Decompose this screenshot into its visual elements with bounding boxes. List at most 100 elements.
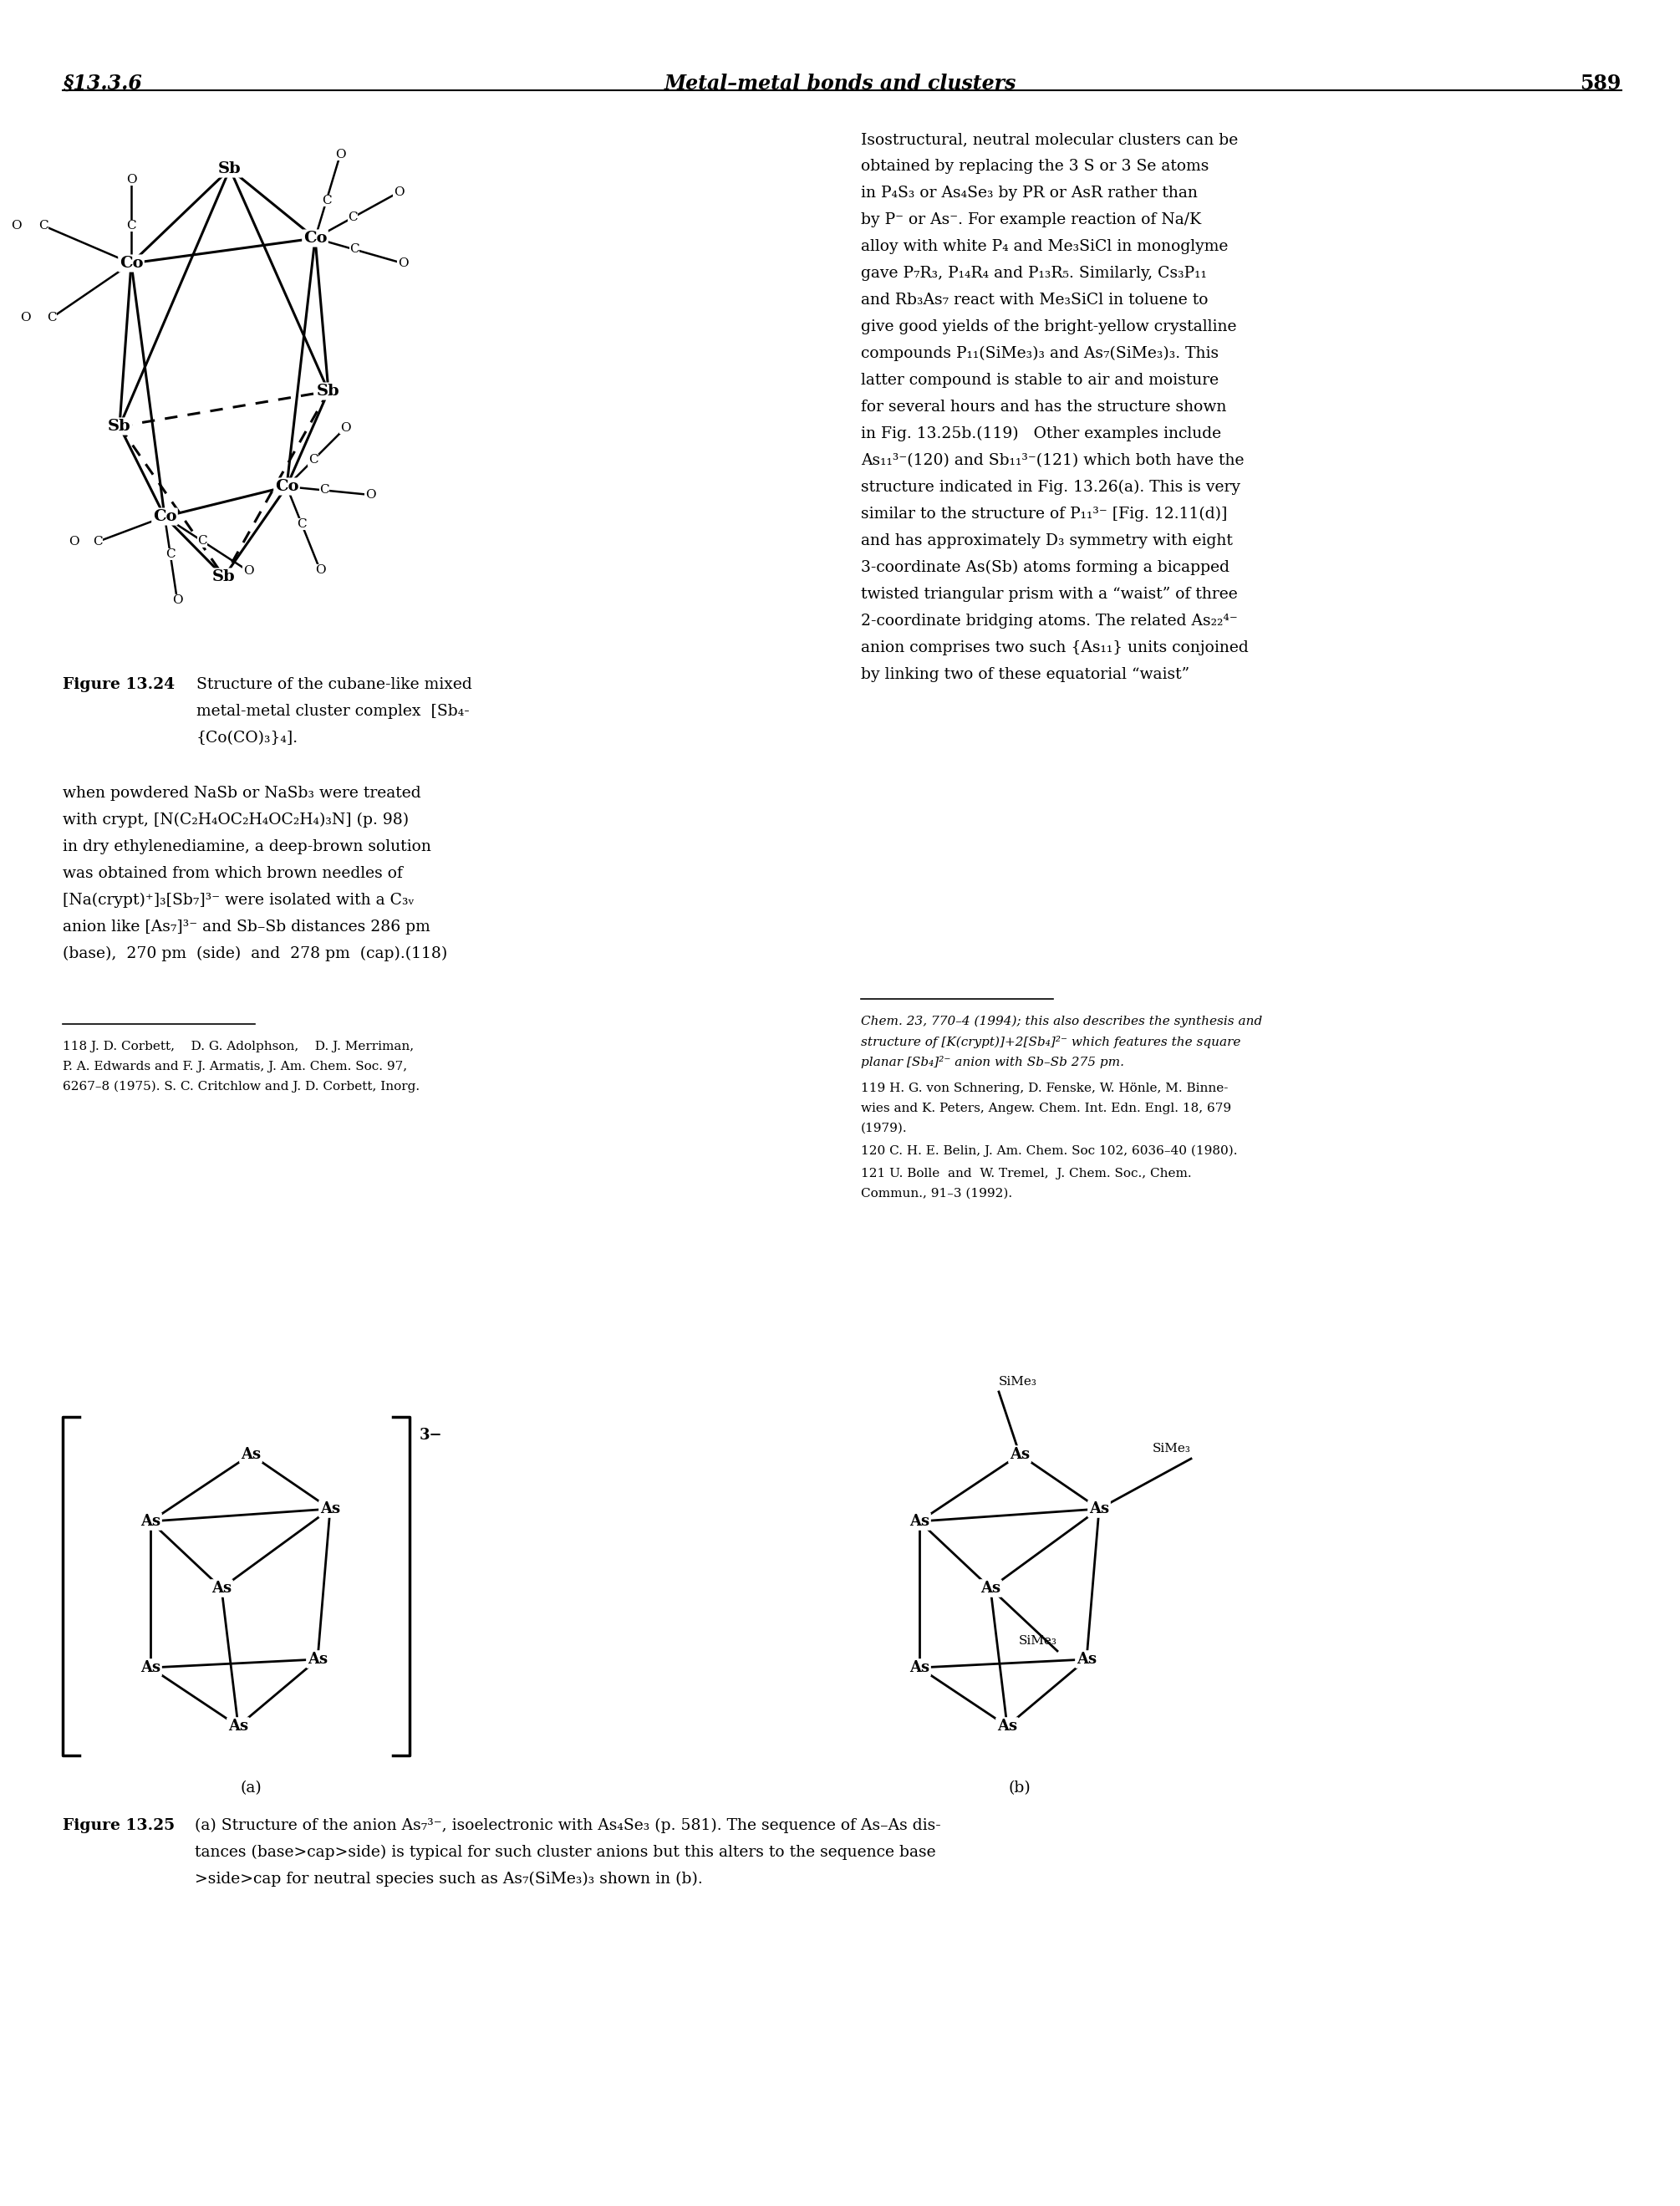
Text: when powdered NaSb or NaSb₃ were treated: when powdered NaSb or NaSb₃ were treated bbox=[62, 785, 422, 801]
Text: 589: 589 bbox=[1581, 73, 1621, 93]
Text: C: C bbox=[165, 549, 175, 560]
Text: tances (base>cap>side) is typical for such cluster anions but this alters to the: tances (base>cap>side) is typical for su… bbox=[195, 1844, 936, 1860]
Text: O: O bbox=[244, 565, 254, 576]
Text: in dry ethylenediamine, a deep-brown solution: in dry ethylenediamine, a deep-brown sol… bbox=[62, 838, 432, 854]
Text: similar to the structure of P₁₁³⁻ [Fig. 12.11(d)]: similar to the structure of P₁₁³⁻ [Fig. … bbox=[860, 507, 1228, 523]
Text: 3−: 3− bbox=[420, 1427, 442, 1443]
Text: (a) Structure of the anion As₇³⁻, isoelectronic with As₄Se₃ (p. 581). The sequen: (a) Structure of the anion As₇³⁻, isoele… bbox=[195, 1818, 941, 1833]
Text: structure indicated in Fig. 13.26(a). This is very: structure indicated in Fig. 13.26(a). Th… bbox=[860, 481, 1240, 494]
Text: by linking two of these equatorial “waist”: by linking two of these equatorial “wais… bbox=[860, 666, 1189, 682]
Text: C: C bbox=[47, 311, 57, 324]
Text: Commun., 91–3 (1992).: Commun., 91–3 (1992). bbox=[860, 1187, 1013, 1200]
Text: C: C bbox=[126, 221, 136, 232]
Text: in Fig. 13.25b.(119)   Other examples include: in Fig. 13.25b.(119) Other examples incl… bbox=[860, 426, 1221, 441]
Text: C: C bbox=[307, 454, 318, 465]
Text: Sb: Sb bbox=[318, 384, 339, 399]
Text: As: As bbox=[307, 1652, 328, 1668]
Text: 6267–8 (1975). S. C. Critchlow and J. D. Corbett, Inorg.: 6267–8 (1975). S. C. Critchlow and J. D.… bbox=[62, 1081, 420, 1092]
Text: As: As bbox=[141, 1661, 161, 1674]
Text: in P₄S₃ or As₄Se₃ by PR or AsR rather than: in P₄S₃ or As₄Se₃ by PR or AsR rather th… bbox=[860, 185, 1198, 201]
Text: (a): (a) bbox=[240, 1780, 262, 1796]
Text: C: C bbox=[297, 518, 306, 529]
Text: 121 U. Bolle  and  W. Tremel,  J. Chem. Soc., Chem.: 121 U. Bolle and W. Tremel, J. Chem. Soc… bbox=[860, 1167, 1191, 1180]
Text: Figure 13.24: Figure 13.24 bbox=[62, 677, 175, 693]
Text: (1979).: (1979). bbox=[860, 1123, 907, 1134]
Text: 119 H. G. von Schnering, D. Fenske, W. Hönle, M. Binne-: 119 H. G. von Schnering, D. Fenske, W. H… bbox=[860, 1083, 1228, 1094]
Text: SiMe₃: SiMe₃ bbox=[1000, 1377, 1037, 1388]
Text: wies and K. Peters, Angew. Chem. Int. Edn. Engl. 18, 679: wies and K. Peters, Angew. Chem. Int. Ed… bbox=[860, 1103, 1231, 1114]
Text: (b): (b) bbox=[1008, 1780, 1032, 1796]
Text: Co: Co bbox=[119, 256, 143, 271]
Text: Co: Co bbox=[302, 232, 328, 245]
Text: O: O bbox=[126, 174, 136, 185]
Text: As: As bbox=[228, 1718, 249, 1734]
Text: C: C bbox=[198, 536, 207, 547]
Text: As: As bbox=[1010, 1447, 1030, 1463]
Text: 118 J. D. Corbett,    D. G. Adolphson,    D. J. Merriman,: 118 J. D. Corbett, D. G. Adolphson, D. J… bbox=[62, 1041, 413, 1052]
Text: As: As bbox=[909, 1661, 929, 1674]
Text: As: As bbox=[1089, 1502, 1109, 1516]
Text: twisted triangular prism with a “waist” of three: twisted triangular prism with a “waist” … bbox=[860, 587, 1238, 602]
Text: As: As bbox=[141, 1513, 161, 1529]
Text: by P⁻ or As⁻. For example reaction of Na/K: by P⁻ or As⁻. For example reaction of Na… bbox=[860, 212, 1201, 227]
Text: As: As bbox=[1077, 1652, 1097, 1668]
Text: Co: Co bbox=[153, 510, 176, 525]
Text: §13.3.6: §13.3.6 bbox=[62, 73, 143, 93]
Text: O: O bbox=[69, 536, 79, 547]
Text: was obtained from which brown needles of: was obtained from which brown needles of bbox=[62, 867, 403, 880]
Text: (base),  270 pm  (side)  and  278 pm  (cap).(118): (base), 270 pm (side) and 278 pm (cap).(… bbox=[62, 946, 447, 962]
Text: Co: Co bbox=[276, 479, 299, 494]
Text: and Rb₃As₇ react with Me₃SiCl in toluene to: and Rb₃As₇ react with Me₃SiCl in toluene… bbox=[860, 293, 1208, 307]
Text: [Na(crypt)⁺]₃[Sb₇]³⁻ were isolated with a C₃ᵥ: [Na(crypt)⁺]₃[Sb₇]³⁻ were isolated with … bbox=[62, 893, 415, 909]
Text: >side>cap for neutral species such as As₇(SiMe₃)₃ shown in (b).: >side>cap for neutral species such as As… bbox=[195, 1871, 702, 1886]
Text: 120 C. H. E. Belin, J. Am. Chem. Soc 102, 6036–40 (1980).: 120 C. H. E. Belin, J. Am. Chem. Soc 102… bbox=[860, 1145, 1238, 1158]
Text: latter compound is stable to air and moisture: latter compound is stable to air and moi… bbox=[860, 373, 1218, 388]
Text: O: O bbox=[339, 421, 351, 435]
Text: for several hours and has the structure shown: for several hours and has the structure … bbox=[860, 399, 1226, 415]
Text: O: O bbox=[393, 188, 403, 199]
Text: give good yields of the bright-yellow crystalline: give good yields of the bright-yellow cr… bbox=[860, 320, 1236, 335]
Text: As: As bbox=[981, 1582, 1001, 1595]
Text: compounds P₁₁(SiMe₃)₃ and As₇(SiMe₃)₃. This: compounds P₁₁(SiMe₃)₃ and As₇(SiMe₃)₃. T… bbox=[860, 346, 1218, 362]
Text: C: C bbox=[319, 485, 329, 496]
Text: alloy with white P₄ and Me₃SiCl in monoglyme: alloy with white P₄ and Me₃SiCl in monog… bbox=[860, 238, 1228, 254]
Text: SiMe₃: SiMe₃ bbox=[1152, 1443, 1191, 1454]
Text: As₁₁³⁻(120) and Sb₁₁³⁻(121) which both have the: As₁₁³⁻(120) and Sb₁₁³⁻(121) which both h… bbox=[860, 452, 1245, 468]
Text: O: O bbox=[10, 221, 22, 232]
Text: SiMe₃: SiMe₃ bbox=[1020, 1635, 1057, 1646]
Text: O: O bbox=[171, 593, 183, 607]
Text: Sb: Sb bbox=[108, 419, 131, 435]
Text: 2-coordinate bridging atoms. The related As₂₂⁴⁻: 2-coordinate bridging atoms. The related… bbox=[860, 613, 1238, 629]
Text: Metal–metal bonds and clusters: Metal–metal bonds and clusters bbox=[664, 73, 1016, 93]
Text: with crypt, [N(C₂H₄OC₂H₄OC₂H₄)₃N] (p. 98): with crypt, [N(C₂H₄OC₂H₄OC₂H₄)₃N] (p. 98… bbox=[62, 812, 408, 827]
Text: structure of [K(crypt)]+2[Sb₄]²⁻ which features the square: structure of [K(crypt)]+2[Sb₄]²⁻ which f… bbox=[860, 1035, 1240, 1048]
Text: metal-metal cluster complex  [Sb₄-: metal-metal cluster complex [Sb₄- bbox=[197, 704, 469, 719]
Text: As: As bbox=[998, 1718, 1018, 1734]
Text: anion comprises two such {As₁₁} units conjoined: anion comprises two such {As₁₁} units co… bbox=[860, 640, 1248, 655]
Text: P. A. Edwards and F. J. Armatis, J. Am. Chem. Soc. 97,: P. A. Edwards and F. J. Armatis, J. Am. … bbox=[62, 1061, 407, 1072]
Text: C: C bbox=[39, 221, 49, 232]
Text: Sb: Sb bbox=[218, 161, 242, 176]
Text: C: C bbox=[349, 243, 360, 256]
Text: Chem. 23, 770–4 (1994); this also describes the synthesis and: Chem. 23, 770–4 (1994); this also descri… bbox=[860, 1015, 1262, 1028]
Text: C: C bbox=[348, 212, 358, 223]
Text: {Co(CO)₃}₄].: {Co(CO)₃}₄]. bbox=[197, 730, 299, 746]
Text: C: C bbox=[92, 536, 102, 547]
Text: planar [Sb₄]²⁻ anion with Sb–Sb 275 pm.: planar [Sb₄]²⁻ anion with Sb–Sb 275 pm. bbox=[860, 1057, 1124, 1068]
Text: O: O bbox=[365, 490, 376, 501]
Text: As: As bbox=[321, 1502, 341, 1516]
Text: 3-coordinate As(Sb) atoms forming a bicapped: 3-coordinate As(Sb) atoms forming a bica… bbox=[860, 560, 1230, 576]
Text: C: C bbox=[321, 194, 331, 207]
Text: Figure 13.25: Figure 13.25 bbox=[62, 1818, 175, 1833]
Text: and has approximately D₃ symmetry with eight: and has approximately D₃ symmetry with e… bbox=[860, 534, 1233, 549]
Text: As: As bbox=[909, 1513, 929, 1529]
Text: Sb: Sb bbox=[212, 569, 235, 585]
Text: O: O bbox=[314, 565, 326, 576]
Text: As: As bbox=[212, 1582, 232, 1595]
Text: O: O bbox=[20, 311, 32, 324]
Text: obtained by replacing the 3 S or 3 Se atoms: obtained by replacing the 3 S or 3 Se at… bbox=[860, 159, 1210, 174]
Text: Isostructural, neutral molecular clusters can be: Isostructural, neutral molecular cluster… bbox=[860, 132, 1238, 148]
Text: O: O bbox=[334, 148, 346, 161]
Text: gave P₇R₃, P₁₄R₄ and P₁₃R₅. Similarly, Cs₃P₁₁: gave P₇R₃, P₁₄R₄ and P₁₃R₅. Similarly, C… bbox=[860, 267, 1206, 280]
Text: anion like [As₇]³⁻ and Sb–Sb distances 286 pm: anion like [As₇]³⁻ and Sb–Sb distances 2… bbox=[62, 920, 430, 935]
